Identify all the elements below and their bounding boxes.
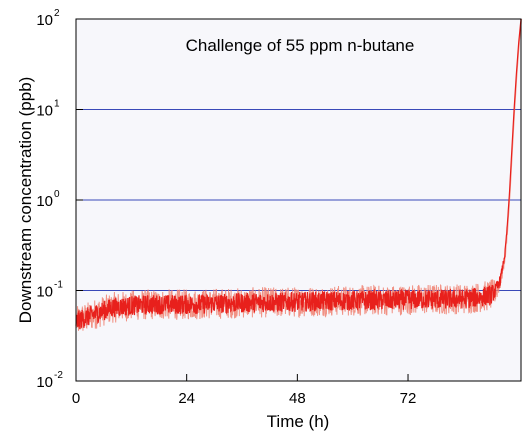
x-tick-label-3: 72 <box>400 390 417 407</box>
series-0-line <box>75 18 522 330</box>
y-tick-label-1: 10 <box>36 284 53 301</box>
y-tick-label-2: 10 <box>36 193 53 210</box>
y-tick-label-3: 10 <box>36 103 53 120</box>
y-tick-exponent-4: 2 <box>54 8 60 19</box>
x-tick-label-0: 0 <box>72 390 80 407</box>
x-axis-title: Time (h) <box>267 412 330 431</box>
y-tick-exponent-2: 0 <box>54 189 60 200</box>
series-group <box>75 18 523 331</box>
y-tick-exponent-1: -1 <box>54 280 63 291</box>
y-tick-label-4: 10 <box>36 12 53 29</box>
y-tick-exponent-0: -2 <box>54 370 63 381</box>
x-tick-label-1: 24 <box>178 390 195 407</box>
y-tick-exponent-3: 1 <box>54 99 60 110</box>
y-tick-label-0: 10 <box>36 374 53 391</box>
y-axis-title: Downstream concentration (ppb) <box>16 77 35 324</box>
chart-annotation: Challenge of 55 ppm n-butane <box>186 36 415 55</box>
x-tick-label-2: 48 <box>289 390 306 407</box>
